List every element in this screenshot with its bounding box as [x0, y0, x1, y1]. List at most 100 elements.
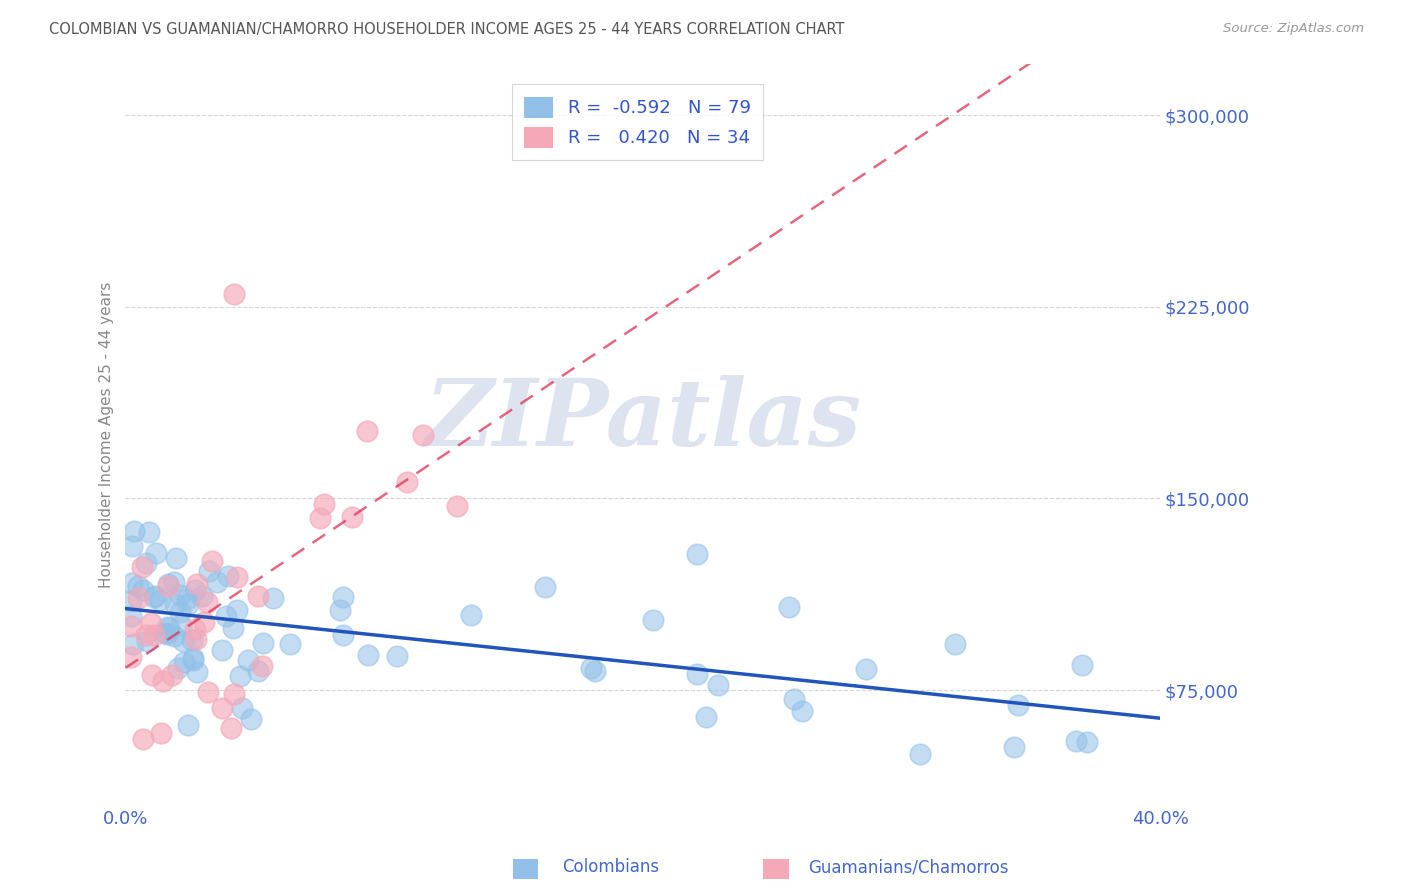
Point [1007, 698, 1029, 712]
Point [132, 731, 155, 746]
Point [197, 685, 219, 699]
Point [176, 591, 198, 606]
Point [166, 660, 188, 674]
Point [231, 701, 253, 715]
Y-axis label: Householder Income Ages 25 - 44 years: Householder Income Ages 25 - 44 years [100, 281, 114, 588]
Point [193, 615, 215, 629]
Point [783, 692, 806, 706]
Point [229, 668, 252, 682]
Point [412, 427, 434, 442]
Point [332, 627, 354, 641]
Text: COLOMBIAN VS GUAMANIAN/CHAMORRO HOUSEHOLDER INCOME AGES 25 - 44 YEARS CORRELATIO: COLOMBIAN VS GUAMANIAN/CHAMORRO HOUSEHOL… [49, 22, 845, 37]
Point [385, 648, 408, 663]
Point [214, 608, 236, 623]
Point [165, 550, 187, 565]
Point [181, 653, 204, 667]
Point [160, 667, 183, 681]
Point [145, 546, 167, 560]
Point [252, 636, 274, 650]
Point [150, 726, 173, 740]
Point [184, 582, 207, 597]
Point [135, 628, 157, 642]
Point [177, 717, 200, 731]
Point [332, 591, 354, 605]
Point [583, 664, 606, 678]
Point [139, 616, 162, 631]
Point [205, 574, 228, 589]
Point [643, 613, 665, 627]
Point [262, 591, 284, 606]
Point [142, 590, 165, 604]
Point [236, 653, 259, 667]
Point [278, 637, 301, 651]
Point [226, 602, 249, 616]
Point [250, 658, 273, 673]
Point [141, 668, 163, 682]
Point [157, 621, 180, 635]
Point [169, 588, 191, 602]
Point [1070, 657, 1092, 672]
Point [184, 632, 207, 646]
Point [121, 540, 143, 554]
Point [186, 665, 208, 680]
Point [170, 617, 193, 632]
Point [156, 577, 179, 591]
Point [309, 511, 332, 525]
Point [211, 642, 233, 657]
Point [191, 589, 214, 603]
Text: Colombians: Colombians [562, 858, 659, 876]
Point [908, 747, 931, 761]
Point [778, 600, 800, 615]
Point [446, 499, 468, 513]
Text: Guamanians/Chamorros: Guamanians/Chamorros [808, 858, 1010, 876]
Point [157, 579, 180, 593]
Point [181, 651, 204, 665]
Text: Source: ZipAtlas.com: Source: ZipAtlas.com [1223, 22, 1364, 36]
Point [152, 673, 174, 688]
Point [581, 660, 603, 674]
Point [138, 525, 160, 540]
Point [195, 595, 218, 609]
Point [143, 589, 166, 603]
Point [181, 633, 204, 648]
Point [707, 678, 730, 692]
Point [246, 664, 269, 678]
Point [165, 597, 187, 611]
Point [792, 704, 814, 718]
Point [156, 620, 179, 634]
Point [156, 627, 179, 641]
Point [127, 580, 149, 594]
Point [356, 424, 378, 438]
Point [172, 634, 194, 648]
Point [131, 559, 153, 574]
Text: ZIPatlas: ZIPatlas [425, 375, 862, 465]
Point [127, 591, 149, 606]
Point [163, 629, 186, 643]
Point [686, 547, 709, 561]
Point [211, 701, 233, 715]
Point [121, 576, 143, 591]
Point [197, 564, 219, 578]
Point [132, 583, 155, 598]
Point [1002, 740, 1025, 755]
Point [357, 648, 380, 662]
Point [222, 687, 245, 701]
Point [240, 712, 263, 726]
Point [534, 580, 557, 594]
Point [312, 497, 335, 511]
Point [943, 637, 966, 651]
Point [122, 524, 145, 538]
Point [120, 593, 142, 607]
Point [217, 569, 239, 583]
Point [177, 597, 200, 611]
Point [686, 667, 709, 681]
Point [121, 637, 143, 651]
Point [224, 287, 246, 301]
Point [169, 605, 191, 619]
Point [163, 575, 186, 590]
Point [136, 633, 159, 648]
Point [173, 656, 195, 670]
Point [143, 628, 166, 642]
Point [1076, 734, 1098, 748]
Point [329, 603, 352, 617]
